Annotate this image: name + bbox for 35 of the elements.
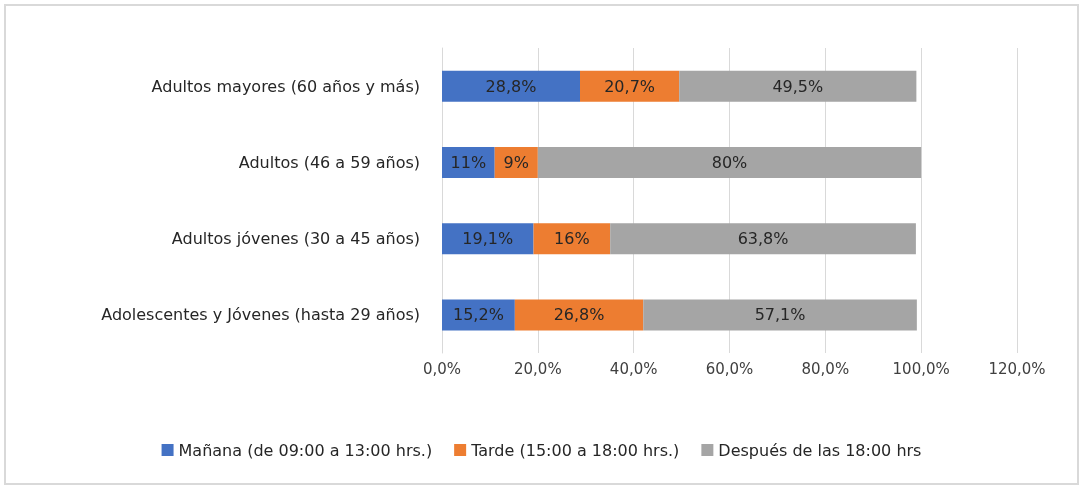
x-tick-label: 80,0%: [801, 359, 850, 378]
data-label: 80%: [711, 152, 748, 172]
data-label: 26,8%: [553, 305, 605, 325]
data-label: 28,8%: [485, 76, 537, 96]
bar: [643, 299, 917, 331]
data-label: 57,1%: [754, 305, 806, 325]
bar: [442, 223, 534, 255]
x-tick-label: 120,0%: [988, 359, 1046, 378]
x-tick-label: 0,0%: [422, 359, 462, 378]
bar: [537, 146, 922, 178]
x-tick-label: 100,0%: [892, 359, 950, 378]
data-label: 20,7%: [604, 76, 656, 96]
bar: [442, 70, 580, 102]
bar: [679, 70, 917, 102]
data-label: 19,1%: [462, 229, 514, 249]
legend-label: Después de las 18:00 hrs: [718, 440, 922, 460]
y-tick-label: Adultos (46 a 59 años): [238, 152, 420, 172]
data-label: 63,8%: [737, 229, 789, 249]
data-label: 11%: [450, 152, 487, 172]
data-label: 9%: [503, 152, 529, 172]
y-tick-label: Adultos mayores (60 años y más): [151, 76, 420, 96]
legend-label: Mañana (de 09:00 a 13:00 hrs.): [178, 440, 433, 460]
bar: [514, 299, 644, 331]
data-label: 15,2%: [453, 305, 504, 325]
legend-label: Tarde (15:00 a 18:00 hrs.): [470, 440, 680, 460]
bar: [533, 223, 611, 255]
x-tick-label: 40,0%: [609, 359, 658, 378]
y-tick-label: Adolescentes y Jóvenes (hasta 29 años): [101, 305, 420, 325]
data-label: 49,5%: [772, 76, 824, 96]
x-tick-label: 60,0%: [705, 359, 754, 378]
bar: [580, 70, 680, 102]
data-label: 16%: [554, 229, 590, 249]
x-tick-label: 20,0%: [514, 359, 562, 378]
bar: [610, 223, 916, 255]
y-tick-label: Adultos jóvenes (30 a 45 años): [171, 229, 420, 249]
